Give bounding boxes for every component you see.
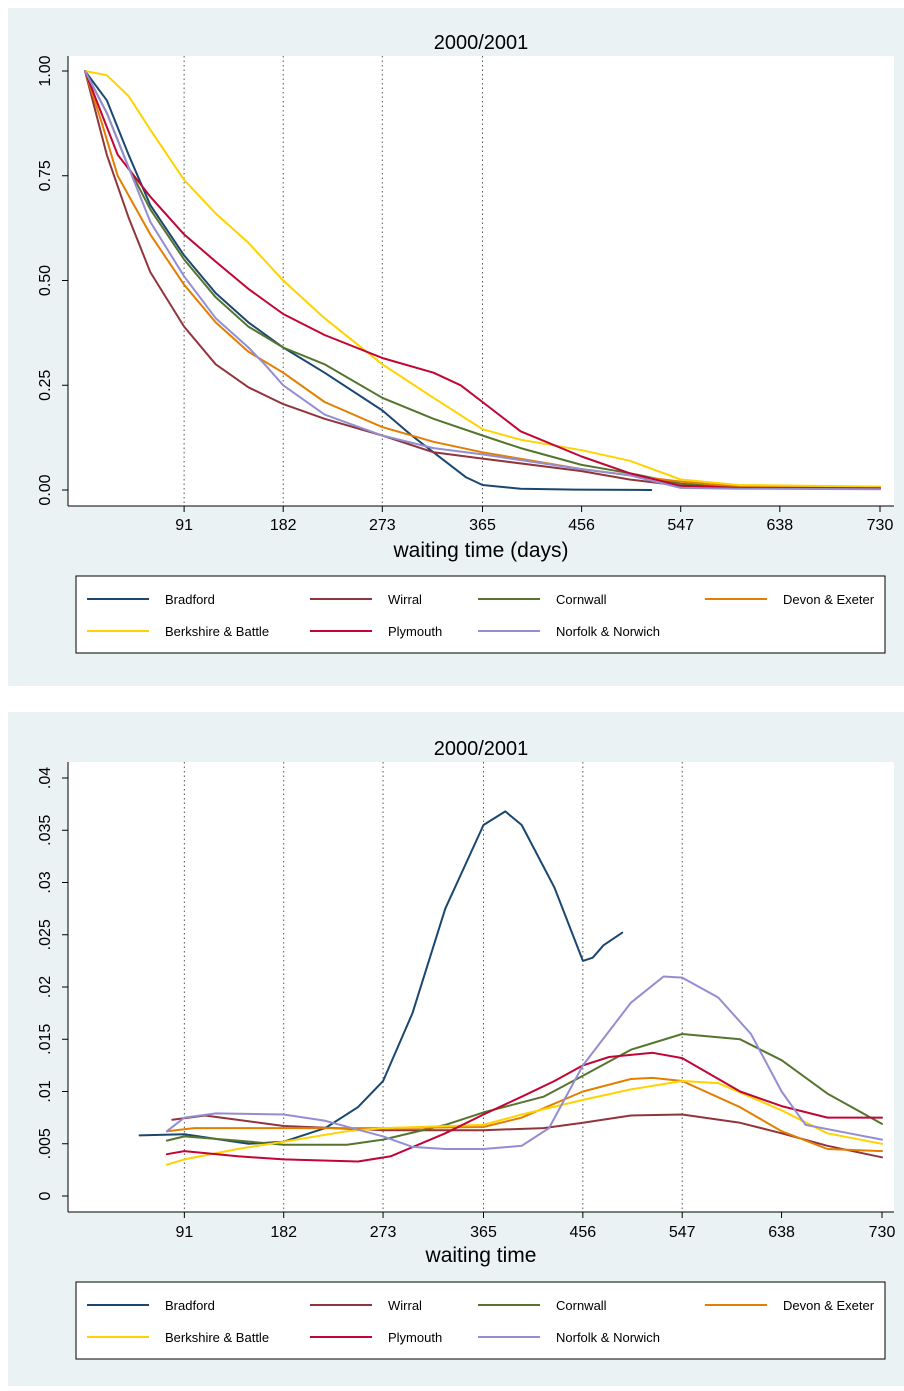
series-line-plymouth: [165, 1051, 883, 1163]
series-line-berkshire-battle: [84, 70, 881, 488]
legend: Bradford Wirral Cornwall Devon & Exeter Berk…: [75, 575, 886, 654]
x-tick-label: 638: [766, 517, 793, 534]
x-tick-label: 273: [370, 1224, 397, 1241]
legend-box: [75, 1281, 886, 1360]
series-lines: [84, 70, 881, 491]
series-line-wirral: [171, 1113, 883, 1159]
y-tick-label: .005: [37, 1128, 54, 1159]
series-line-norfolk-norwich: [84, 70, 881, 491]
y-tick-label: .01: [37, 1080, 54, 1102]
x-tick-label: 91: [175, 1224, 193, 1241]
y-tick-label: .025: [37, 919, 54, 950]
legend-label: Plymouth: [388, 1330, 442, 1345]
series-line-berkshire-battle: [165, 1080, 883, 1166]
x-tick-label: 638: [768, 1224, 795, 1241]
x-tick-label: 730: [869, 1224, 896, 1241]
y-tick-label: 0.75: [37, 160, 54, 191]
legend-box: [75, 575, 886, 654]
series-line-wirral: [84, 70, 881, 490]
x-tick-label: 547: [669, 1224, 696, 1241]
legend-label: Devon & Exeter: [783, 592, 875, 607]
plot-area: [68, 56, 894, 506]
y-tick-label: 0.00: [37, 474, 54, 505]
y-tick-label: .04: [37, 767, 54, 789]
x-tick-label: 547: [667, 517, 694, 534]
legend-label: Cornwall: [556, 1298, 607, 1313]
legend-label: Cornwall: [556, 592, 607, 607]
legend-label: Wirral: [388, 592, 422, 607]
x-axis-label: waiting time: [425, 1244, 537, 1267]
x-tick-label: 182: [270, 1224, 297, 1241]
legend-label: Bradford: [165, 592, 215, 607]
x-tick-label: 365: [470, 1224, 497, 1241]
chart-title: 2000/2001: [434, 738, 529, 760]
legend-label: Wirral: [388, 1298, 422, 1313]
axes: 91 182 273 365 456 547 638 730 0.00 0.25 0.50 0.75 1…: [37, 55, 894, 534]
x-tick-label: 273: [369, 517, 396, 534]
x-tick-label: 730: [867, 517, 894, 534]
legend-label: Devon & Exeter: [783, 1298, 875, 1313]
y-tick-label: 0.25: [37, 370, 54, 401]
y-tick-label: .03: [37, 871, 54, 893]
series-line-cornwall: [165, 1033, 883, 1146]
series-line-plymouth: [84, 70, 881, 490]
legend-label: Plymouth: [388, 624, 442, 639]
y-tick-label: .035: [37, 815, 54, 846]
y-tick-label: 0.50: [37, 265, 54, 296]
y-tick-label: .02: [37, 976, 54, 998]
x-tick-label: 182: [270, 517, 297, 534]
x-axis-label: waiting time (days): [392, 539, 568, 562]
legend-label: Norfolk & Norwich: [556, 624, 660, 639]
y-tick-label: 1.00: [37, 55, 54, 86]
y-tick-label: .015: [37, 1024, 54, 1055]
density-chart-panel: 2000/2001 waiting time 91 182 273 365 456 547…: [8, 712, 904, 1386]
series-line-norfolk-norwich: [165, 975, 883, 1150]
series-line-devon-exeter: [165, 1076, 883, 1153]
series-line-bradford: [138, 810, 624, 1145]
survival-chart-panel: 2000/2001 waiting time (days) 91 182 273 36…: [8, 8, 904, 686]
axes: 91 182 273 365 456 547 638 730 0 .005 .01 .015 .02 .0…: [37, 762, 895, 1241]
legend: Bradford Wirral Cornwall Devon & Exeter Berk…: [75, 1281, 886, 1360]
legend-label: Berkshire & Battle: [165, 624, 269, 639]
x-tick-label: 91: [175, 517, 193, 534]
y-tick-label: 0: [37, 1191, 54, 1200]
chart-title: 2000/2001: [434, 32, 529, 54]
x-tick-label: 365: [469, 517, 496, 534]
legend-label: Norfolk & Norwich: [556, 1330, 660, 1345]
legend-label: Bradford: [165, 1298, 215, 1313]
series-lines: [138, 810, 883, 1166]
x-tick-label: 456: [570, 1224, 597, 1241]
legend-label: Berkshire & Battle: [165, 1330, 269, 1345]
x-tick-label: 456: [568, 517, 595, 534]
